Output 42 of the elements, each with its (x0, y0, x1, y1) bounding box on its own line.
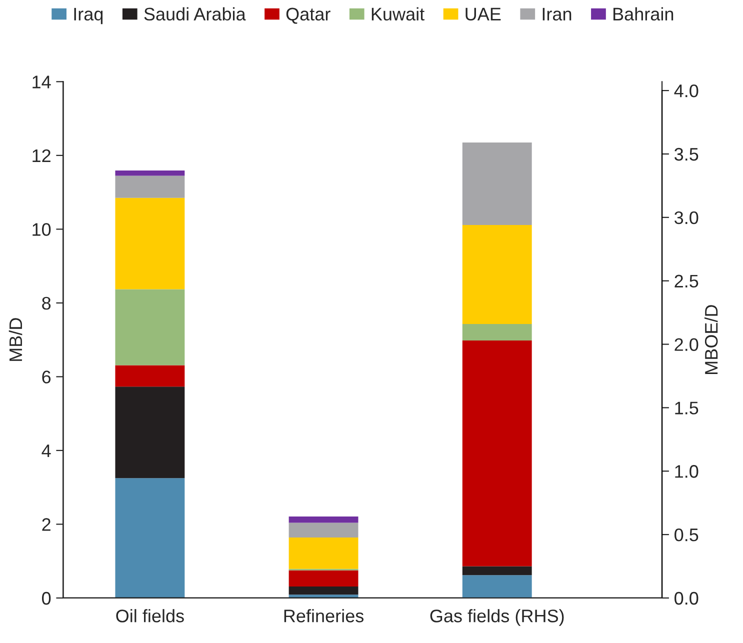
y2-tick-label: 2.0 (674, 338, 698, 351)
bar (115, 386, 185, 478)
y2-tick-label: 1.5 (675, 402, 698, 414)
y-tick-label: 12 (32, 149, 50, 162)
y2-tick-label: 0.5 (674, 528, 698, 542)
legend-label: Saudi Arabia (144, 7, 246, 21)
bar (115, 289, 185, 366)
x-tick-label: Oil fields (116, 609, 184, 622)
y-tick-label: 0 (42, 592, 51, 605)
bar (288, 538, 358, 569)
y2-tick-label: 2.5 (674, 274, 698, 288)
y2-tick-label: 3.0 (674, 211, 698, 224)
y-tick-label: 6 (42, 370, 51, 384)
legend-label: Kuwait (372, 7, 424, 21)
x-tick-label: Refineries (284, 609, 364, 622)
bar (115, 478, 185, 598)
legend-label: UAE (466, 8, 501, 21)
y-tick-label: 10 (32, 223, 51, 236)
bar (288, 516, 358, 523)
y2-tick-label: 4.0 (674, 84, 698, 98)
y-tick-label: 2 (42, 518, 50, 531)
y2-axis-title: MBOE/D (704, 305, 718, 374)
y-tick-label: 8 (42, 296, 51, 310)
y2-tick-label: 0.0 (674, 592, 698, 605)
bar (288, 594, 358, 598)
y2-tick-label: 1.0 (675, 465, 698, 478)
y-tick-label: 14 (32, 76, 51, 88)
bar (115, 176, 185, 198)
legend-label: Iraq (74, 8, 103, 24)
bar (115, 365, 185, 387)
legend-label: Bahrain (613, 7, 674, 21)
bar (288, 586, 358, 595)
bar (115, 198, 185, 290)
bar (288, 570, 358, 587)
legend-label: Qatar (286, 8, 330, 24)
legend-label: Iran (542, 8, 572, 21)
x-tick-label: Gas fields (RHS) (430, 609, 564, 626)
y-axis-title: MB/D (8, 318, 22, 361)
y2-tick-label: 3.5 (674, 148, 698, 161)
bar (288, 522, 358, 538)
y-tick-label: 4 (42, 444, 51, 458)
bar (115, 170, 185, 176)
